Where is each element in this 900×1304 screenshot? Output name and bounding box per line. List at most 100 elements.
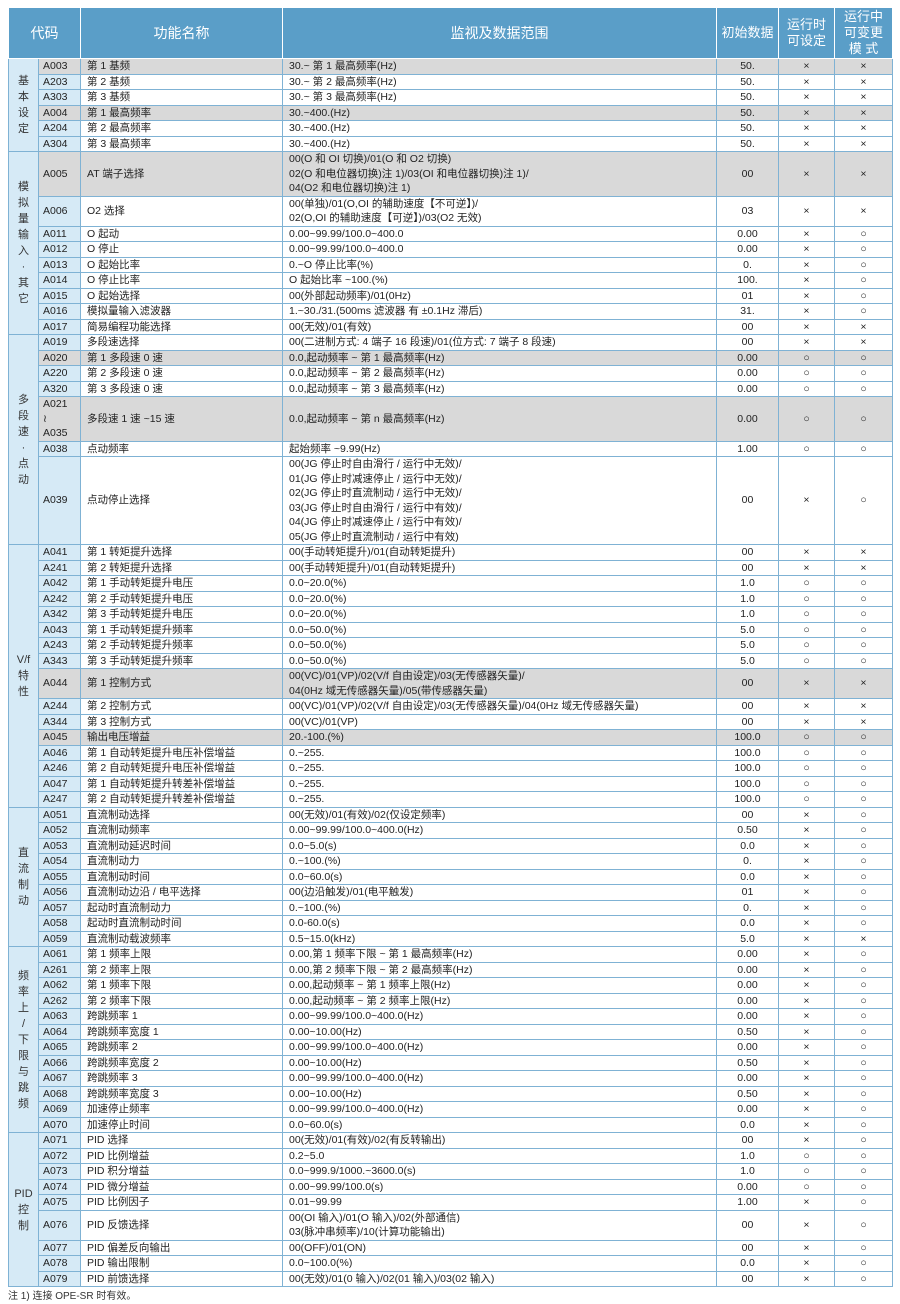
table-row: A261 第 2 频率上限 0.00,第 2 频率下限 ~ 第 2 最高频率(Hz)… (9, 961, 893, 978)
param-name: PID 微分增益 (80, 1178, 283, 1195)
initial-value: 03 (716, 195, 779, 227)
param-code: A015 (38, 287, 81, 304)
run-set-mark: × (778, 272, 835, 289)
table-row: A004 第 1 最高频率 30.~400.(Hz) 50. × × (9, 104, 893, 121)
param-code: A069 (38, 1101, 81, 1118)
param-range: 0.~255. (282, 791, 717, 808)
param-range: 0.00~99.99/100.0~400.0(Hz) (282, 1008, 717, 1025)
param-range: 0.~100.(%) (282, 899, 717, 916)
run-set-mark: ○ (778, 590, 835, 607)
initial-value: 50. (716, 89, 779, 106)
run-change-mark: ○ (834, 456, 893, 545)
param-code: A079 (38, 1270, 81, 1287)
run-set-mark: × (778, 89, 835, 106)
run-set-mark: × (778, 135, 835, 152)
table-row: A047 第 1 自动转矩提升转差补偿增益 0.~255. 100.0 ○ ○ (9, 775, 893, 792)
param-code: A068 (38, 1085, 81, 1102)
param-range: 00(外部起动频率)/01(0Hz) (282, 287, 717, 304)
header-initial: 初始数据 (716, 8, 779, 59)
param-code: A242 (38, 590, 81, 607)
table-row: A320 第 3 多段速 0 速 0.0,起动频率 ~ 第 3 最高频率(Hz) 0.… (9, 380, 893, 397)
param-range: 0.00~99.99/100.0~400.0(Hz) (282, 822, 717, 839)
run-change-mark: ○ (834, 241, 893, 258)
param-range: 00(VC)/01(VP)/02(V/f 自由设定)/03(无传感器矢量)/ 0… (282, 668, 717, 699)
group-label: 多 段 速 · 点 动 (8, 334, 39, 545)
param-code: A344 (38, 713, 81, 730)
table-row: A020 第 1 多段速 0 速 0.0,起动频率 ~ 第 1 最高频率(Hz) 0.… (9, 349, 893, 366)
table-row: A079 PID 前馈选择 00(无效)/01(0 输入)/02(01 输入)/03… (9, 1270, 893, 1287)
table-row: A072 PID 比例增益 0.2~5.0 1.0 ○ ○ (9, 1147, 893, 1164)
param-range: 0.0~50.0(%) (282, 621, 717, 638)
table-row: A247 第 2 自动转矩提升转差补偿增益 0.~255. 100.0 ○ ○ (9, 791, 893, 808)
run-change-mark: ○ (834, 1239, 893, 1256)
param-range: 0.00~99.99/100.0~400.0(Hz) (282, 1070, 717, 1087)
initial-value: 100.0 (716, 744, 779, 761)
run-set-mark: × (778, 1101, 835, 1118)
run-change-mark: ○ (834, 977, 893, 994)
initial-value: 0.00 (716, 961, 779, 978)
table-row: A045 输出电压增益 20.-100.(%) 100.0 ○ ○ (9, 729, 893, 746)
run-change-mark: ○ (834, 652, 893, 669)
param-range: 30.~ 第 3 最高频率(Hz) (282, 89, 717, 106)
param-code: A073 (38, 1163, 81, 1180)
initial-value: 0.0 (716, 837, 779, 854)
param-range: 0.0~5.0(s) (282, 837, 717, 854)
table-row: A006 O2 选择 00(单独)/01(O,OI 的辅助速度【不可逆】)/ 02(… (9, 195, 893, 227)
param-range: 0.00~99.99/100.0(s) (282, 1178, 717, 1195)
run-set-mark: × (778, 318, 835, 335)
run-set-mark: ○ (778, 621, 835, 638)
param-name: 第 1 手动转矩提升电压 (80, 575, 283, 592)
param-range: 30.~ 第 2 最高频率(Hz) (282, 73, 717, 90)
initial-value: 00 (716, 1239, 779, 1256)
param-code: A021 ≀ A035 (38, 396, 81, 442)
param-range: 0.0-60.0(s) (282, 915, 717, 932)
run-change-mark: × (834, 668, 893, 699)
table-row: A070 加速停止时间 0.0~60.0(s) 0.0 × ○ (9, 1116, 893, 1133)
param-range: 00(OI 输入)/01(O 输入)/02(外部通信) 03(脉冲串频率)/10… (282, 1209, 717, 1241)
param-name: 输出电压增益 (80, 729, 283, 746)
param-name: AT 端子选择 (80, 151, 283, 197)
param-name: 直流制动载波频率 (80, 930, 283, 947)
initial-value: 0.0 (716, 915, 779, 932)
run-change-mark: × (834, 559, 893, 576)
run-set-mark: × (778, 120, 835, 137)
run-change-mark: × (834, 104, 893, 121)
table-row: A057 起动时直流制动力 0.~100.(%) 0. × ○ (9, 899, 893, 916)
param-range: 0.0~60.0(s) (282, 868, 717, 885)
run-change-mark: × (834, 195, 893, 227)
param-code: A059 (38, 930, 81, 947)
run-change-mark: ○ (834, 806, 893, 823)
run-set-mark: × (778, 104, 835, 121)
param-code: A247 (38, 791, 81, 808)
param-name: 直流制动时间 (80, 868, 283, 885)
run-set-mark: × (778, 1023, 835, 1040)
run-set-mark: × (778, 73, 835, 90)
table-row: A054 直流制动力 0.~100.(%) 0. × ○ (9, 853, 893, 870)
param-name: 第 3 手动转矩提升频率 (80, 652, 283, 669)
table-row: A013 O 起始比率 0.~O 停止比率(%) 0. × ○ (9, 256, 893, 273)
param-name: 第 2 频率下限 (80, 992, 283, 1009)
param-range: O 起始比率 ~100.(%) (282, 272, 717, 289)
table-row: A076 PID 反馈选择 00(OI 输入)/01(O 输入)/02(外部通信) … (9, 1209, 893, 1241)
run-set-mark: × (778, 1116, 835, 1133)
initial-value: 5.0 (716, 652, 779, 669)
param-range: 00(VC)/01(VP)/02(V/f 自由设定)/03(无传感器矢量)/04… (282, 698, 717, 715)
param-range: 00(无效)/01(有效) (282, 318, 717, 335)
header-run-change: 运行中 可变更 模 式 (834, 8, 893, 59)
param-range: 0.0~50.0(%) (282, 652, 717, 669)
initial-value: 0.00 (716, 992, 779, 1009)
param-range: 0.00~99.99/100.0~400.0(Hz) (282, 1039, 717, 1056)
table-row: A242 第 2 手动转矩提升电压 0.0~20.0(%) 1.0 ○ ○ (9, 590, 893, 607)
param-range: 0.0,起动频率 ~ 第 2 最高频率(Hz) (282, 365, 717, 382)
initial-value: 50. (716, 58, 779, 75)
table-row: PID 控 制 A071 PID 选择 00(无效)/01(有效)/02(有反转输出)… (8, 1132, 893, 1287)
param-code: A004 (38, 104, 81, 121)
param-name: 直流制动力 (80, 853, 283, 870)
run-change-mark: ○ (834, 349, 893, 366)
run-change-mark: ○ (834, 1132, 893, 1149)
run-set-mark: × (778, 977, 835, 994)
run-set-mark: × (778, 884, 835, 901)
param-name: O 起动 (80, 225, 283, 242)
run-set-mark: × (778, 822, 835, 839)
run-set-mark: × (778, 1008, 835, 1025)
